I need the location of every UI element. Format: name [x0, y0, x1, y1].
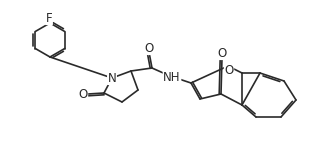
Text: NH: NH [163, 71, 181, 83]
Text: O: O [217, 46, 227, 60]
Text: O: O [144, 41, 154, 55]
Text: F: F [46, 11, 52, 25]
Text: O: O [224, 64, 234, 76]
Text: N: N [108, 71, 116, 85]
Text: O: O [78, 87, 88, 101]
